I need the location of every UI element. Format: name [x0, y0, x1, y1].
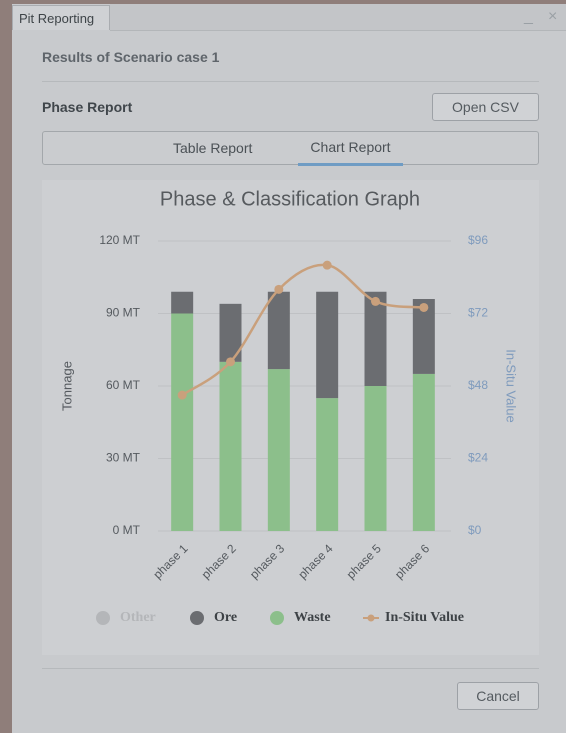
bar: [268, 292, 290, 369]
x-tick-label: phase 1: [150, 541, 190, 581]
title-bar: [110, 4, 566, 31]
x-tick-label: phase 6: [392, 541, 432, 581]
y-tick-label: 90 MT: [106, 306, 141, 320]
separator: [42, 668, 539, 669]
line: [182, 265, 424, 395]
y2-tick-label: $48: [468, 378, 488, 392]
y2-tick-label: $24: [468, 451, 488, 465]
point: [419, 303, 428, 312]
legend-marker: [368, 615, 375, 622]
chart-title: Phase & Classification Graph: [160, 188, 420, 210]
legend-label: Ore: [214, 610, 237, 625]
legend-marker: [270, 611, 284, 625]
bar: [316, 292, 338, 398]
x-tick-label: phase 2: [199, 541, 239, 581]
close[interactable]: ×: [548, 8, 557, 26]
x-tick-label: phase 5: [344, 541, 384, 581]
x-tick-label: phase 3: [247, 541, 287, 581]
bar: [171, 314, 193, 532]
page: Pit Reporting _ × Results of Scenario ca…: [0, 0, 566, 733]
bar: [316, 398, 338, 531]
section-title: Phase Report: [42, 99, 132, 115]
y-tick-label: 120 MT: [99, 233, 140, 247]
y2-tick-label: $72: [468, 306, 488, 320]
bar: [171, 292, 193, 314]
y-tick-label: 60 MT: [106, 378, 141, 392]
legend-label: Waste: [294, 610, 331, 625]
open-csv-button[interactable]: Open CSV: [432, 93, 539, 121]
point: [178, 391, 187, 400]
bar: [413, 374, 435, 531]
tab-bar: Table Report Chart Report: [42, 131, 539, 165]
y-tick-label: 30 MT: [106, 451, 141, 465]
separator: [42, 81, 539, 82]
window-title: Pit Reporting: [12, 5, 110, 30]
legend-label: Other: [120, 610, 156, 625]
tab-active[interactable]: Chart Report: [298, 132, 403, 166]
point: [274, 285, 283, 294]
subtitle: Results of Scenario case 1: [42, 49, 219, 65]
y2-tick-label: $0: [468, 523, 482, 537]
cancel-button[interactable]: Cancel: [457, 682, 539, 710]
y2-axis-title: In-Situ Value: [504, 349, 519, 422]
tab[interactable]: Table Report: [173, 140, 252, 156]
chart: Phase & Classification Graph Tonnage In-…: [42, 180, 539, 655]
y-tick-label: 0 MT: [113, 523, 141, 537]
point: [323, 261, 332, 270]
bar: [220, 362, 242, 531]
minimize[interactable]: _: [524, 8, 533, 26]
legend-label: In-Situ Value: [385, 610, 464, 625]
legend-marker: [96, 611, 110, 625]
point: [371, 297, 380, 306]
bar: [365, 386, 387, 531]
point: [226, 357, 235, 366]
y-axis-title: Tonnage: [59, 361, 74, 411]
legend-marker: [190, 611, 204, 625]
y2-tick-label: $96: [468, 233, 488, 247]
x-tick-label: phase 4: [295, 541, 335, 581]
bar: [268, 369, 290, 531]
